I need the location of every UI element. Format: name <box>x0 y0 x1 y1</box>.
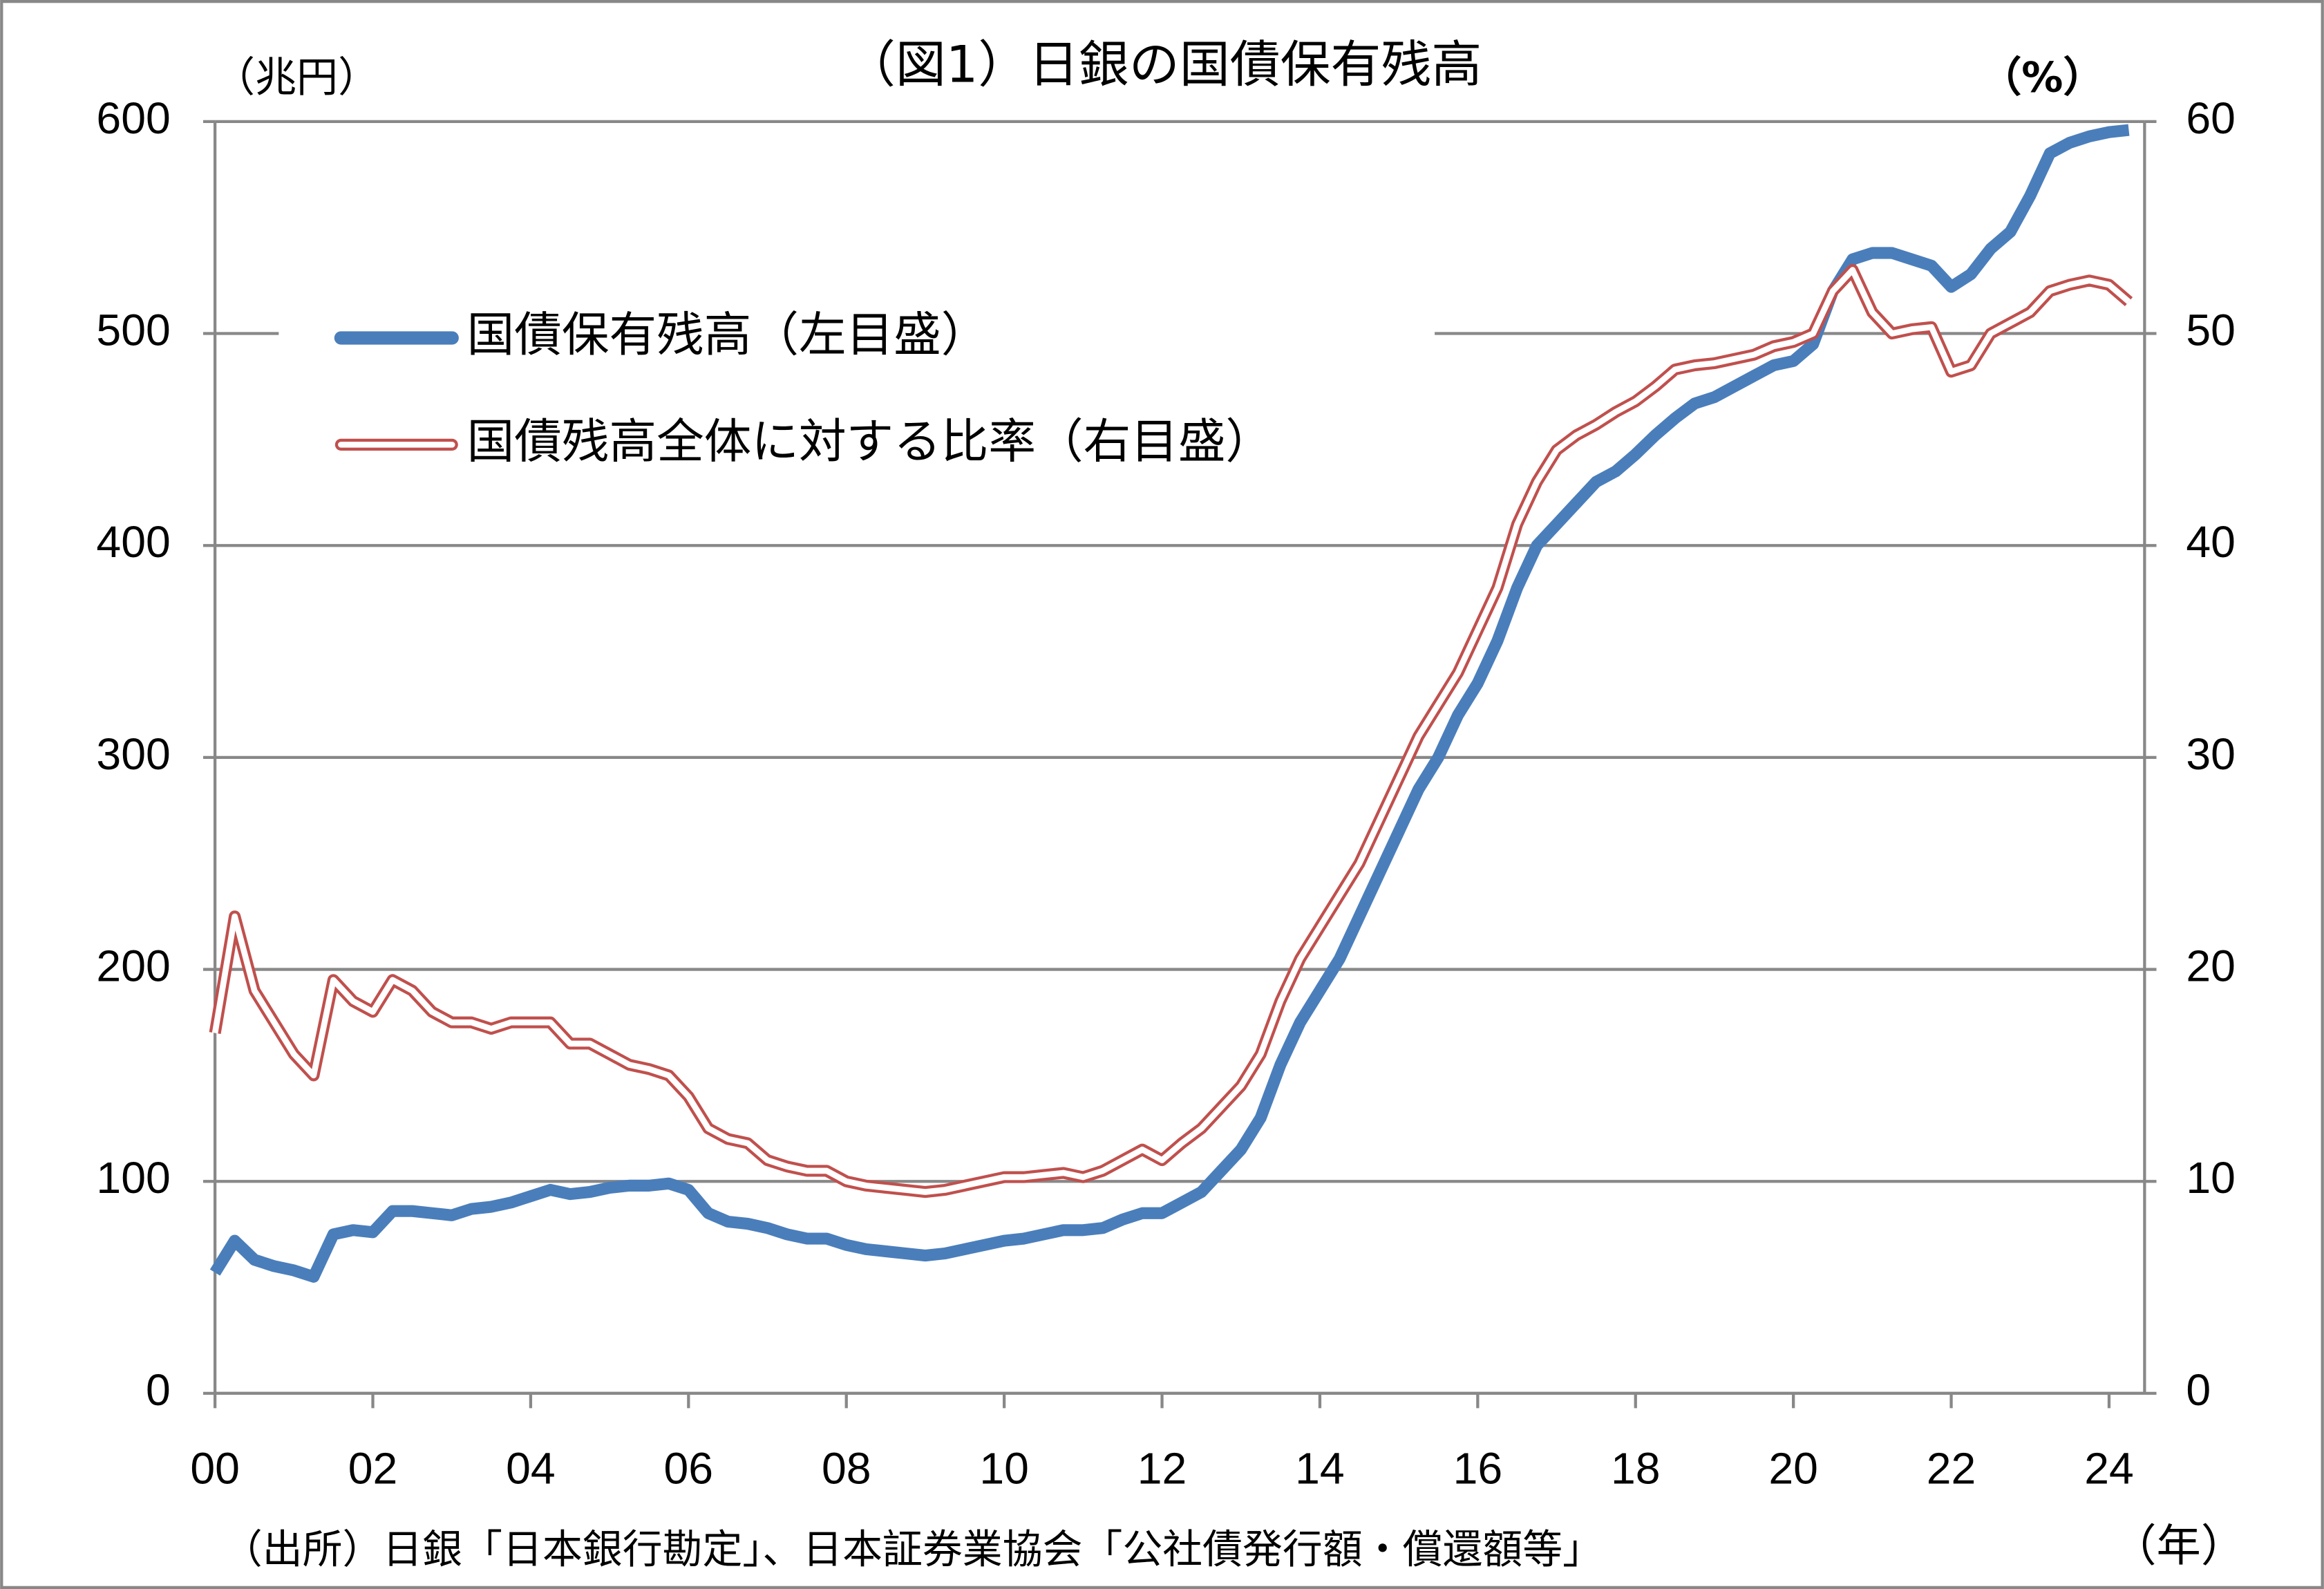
x-tick-label: 18 <box>1611 1444 1661 1494</box>
y-tick-label: 100 <box>96 1153 170 1203</box>
x-tick-label: 24 <box>2084 1444 2134 1494</box>
legend-label: 国債保有残高（左目盛） <box>467 308 989 363</box>
legend-label: 国債残高全体に対する比率（右目盛） <box>467 414 1273 469</box>
y-tick-label: 300 <box>96 729 170 779</box>
source-note: （出所）日銀「日本銀行勘定」、日本証券業協会「公社債発行額・償還額等」 <box>223 1525 1603 1572</box>
y2-unit-label: （%） <box>1980 53 2104 102</box>
x-tick-label: 08 <box>822 1444 871 1494</box>
x-tick-label: 04 <box>506 1444 556 1494</box>
y-tick-label: 0 <box>146 1365 171 1415</box>
data-line-inner <box>211 267 2131 1195</box>
legend-background <box>278 289 1435 497</box>
y2-tick-label: 30 <box>2186 729 2236 779</box>
x-tick-label: 10 <box>979 1444 1029 1494</box>
x-tick-label: 06 <box>664 1444 714 1494</box>
x-tick-label: 14 <box>1295 1444 1345 1494</box>
data-line <box>209 124 2130 1283</box>
y-tick-label: 600 <box>96 93 170 143</box>
chart-title: （図1）日銀の国債保有残高 <box>845 36 1482 95</box>
x-tick-label: 20 <box>1768 1444 1818 1494</box>
y-unit-label: （兆円） <box>214 53 379 102</box>
x-tick-label: 00 <box>190 1444 240 1494</box>
y2-tick-label: 0 <box>2186 1365 2211 1415</box>
y2-tick-label: 60 <box>2186 93 2236 143</box>
y2-tick-label: 40 <box>2186 517 2236 567</box>
x-unit-label: （年） <box>2112 1521 2245 1572</box>
y2-tick-label: 20 <box>2186 941 2236 991</box>
y2-tick-label: 50 <box>2186 305 2236 355</box>
y-tick-label: 500 <box>96 305 170 355</box>
x-tick-label: 02 <box>348 1444 398 1494</box>
x-tick-label: 22 <box>1927 1444 1976 1494</box>
x-tick-label: 16 <box>1453 1444 1503 1494</box>
legend: 国債保有残高（左目盛） 国債残高全体に対する比率（右目盛） <box>278 289 1435 497</box>
y-tick-label: 200 <box>96 941 170 991</box>
y2-tick-label: 10 <box>2186 1153 2236 1203</box>
x-tick-label: 12 <box>1137 1444 1187 1494</box>
y-tick-label: 400 <box>96 517 170 567</box>
